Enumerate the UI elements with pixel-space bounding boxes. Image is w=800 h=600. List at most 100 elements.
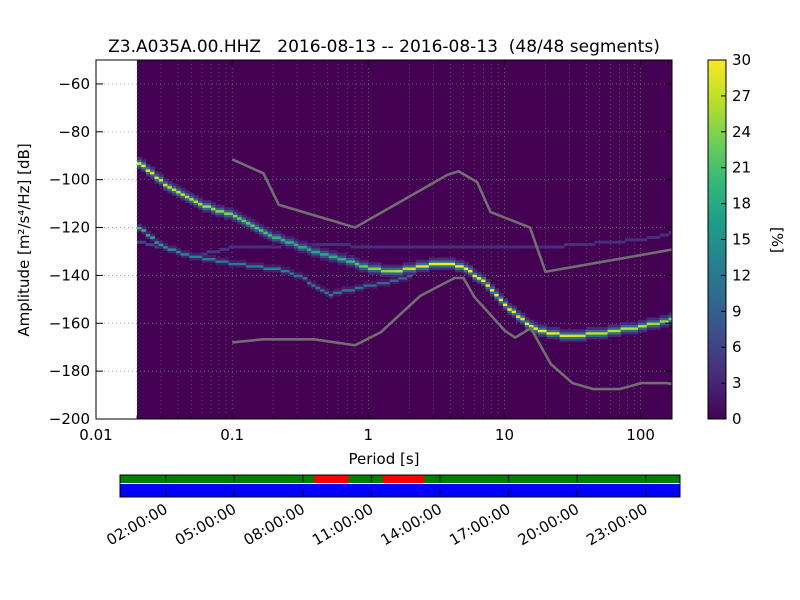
heatmap-cell [646, 317, 652, 321]
heatmap-cell [285, 240, 291, 244]
heatmap-cell [415, 245, 421, 249]
heatmap-cell [276, 240, 282, 244]
heatmap-cell [184, 252, 190, 256]
heatmap-cell [607, 326, 613, 330]
heatmap-cell [206, 204, 212, 208]
heatmap-cell [533, 326, 539, 330]
heatmap-cell [337, 259, 343, 263]
heatmap-cell [341, 257, 347, 261]
heatmap-cell [359, 283, 365, 287]
heatmap-cell [359, 288, 365, 292]
heatmap-cell [319, 255, 325, 259]
heatmap-cell [629, 329, 635, 333]
heatmap-cell [398, 245, 404, 249]
heatmap-cell [202, 257, 208, 261]
heatmap-cell [537, 245, 543, 249]
heatmap-cell [385, 281, 391, 285]
heatmap-cell [289, 271, 295, 275]
heatmap-cell [263, 228, 269, 232]
heatmap-cell [354, 286, 360, 290]
heatmap-cell [402, 262, 408, 266]
heatmap-cell [489, 293, 495, 297]
heatmap-cell [642, 329, 648, 333]
heatmap-cell [537, 324, 543, 328]
heatmap-cell [402, 267, 408, 271]
heatmap-cell [603, 331, 609, 335]
heatmap-cell [511, 245, 517, 249]
heatmap-cell [380, 278, 386, 282]
heatmap-cell [341, 259, 347, 263]
heatmap-cell [315, 247, 321, 251]
heatmap-cell [136, 226, 142, 230]
heatmap-cell [476, 281, 482, 285]
heatmap-cell [150, 166, 156, 170]
y-tick-label: −80 [58, 123, 90, 141]
heatmap-cell [306, 283, 312, 287]
heatmap-cell [319, 252, 325, 256]
heatmap-cell [441, 267, 447, 271]
heatmap-cell [411, 267, 417, 271]
heatmap-cell [520, 245, 526, 249]
heatmap-cell [590, 243, 596, 247]
heatmap-cell [267, 235, 273, 239]
heatmap-cell [502, 305, 508, 309]
heatmap-cell [402, 278, 408, 282]
heatmap-cell [237, 221, 243, 225]
heatmap-cell [398, 278, 404, 282]
heatmap-cell [141, 161, 147, 165]
colorbar-ticks: 0 3 6 9 12 15 18 21 24 27 30 [721, 51, 751, 428]
heatmap-cell [651, 324, 657, 328]
heatmap-cell [398, 269, 404, 273]
heatmap-cell [311, 243, 317, 247]
heatmap-cell [350, 288, 356, 292]
heatmap-cell [263, 264, 269, 268]
heatmap-cell [385, 278, 391, 282]
heatmap-cell [389, 278, 395, 282]
heatmap-cell [550, 326, 556, 330]
heatmap-cell [563, 336, 569, 340]
heatmap-cell [250, 221, 256, 225]
heatmap-cell [215, 250, 221, 254]
heatmap-cell [258, 223, 264, 227]
heatmap-cell [202, 204, 208, 208]
heatmap-cell [167, 180, 173, 184]
heatmap-cell [350, 245, 356, 249]
heatmap-cell [293, 245, 299, 249]
heatmap-cell [481, 281, 487, 285]
heatmap-cell [272, 245, 278, 249]
heatmap-cell [498, 295, 504, 299]
heatmap-cell [241, 219, 247, 223]
heatmap-cell [577, 338, 582, 342]
heatmap-cell [250, 245, 256, 249]
heatmap-cell [228, 216, 234, 220]
heatmap-cell [224, 247, 230, 251]
heatmap-cell [167, 247, 173, 251]
heatmap-cell [655, 324, 661, 328]
heatmap-cell [171, 245, 177, 249]
heatmap-cell [180, 197, 186, 201]
heatmap-cell [141, 159, 147, 163]
heatmap-cell [459, 269, 465, 273]
heatmap-cell [394, 269, 400, 273]
heatmap-cell [158, 183, 164, 187]
heatmap-cell [559, 336, 565, 340]
heatmap-cell [389, 271, 395, 275]
y-tick-label: −180 [49, 362, 90, 380]
heatmap-cell [524, 324, 530, 328]
heatmap-cell [472, 278, 478, 282]
heatmap-cell [646, 326, 652, 330]
y-tick-label: −140 [49, 266, 90, 284]
heatmap-cell [337, 290, 343, 294]
heatmap-cell [415, 269, 421, 273]
heatmap-cell [254, 221, 260, 225]
heatmap-cell [224, 216, 230, 220]
heatmap-cell [616, 324, 622, 328]
heatmap-cell [568, 338, 574, 342]
heatmap-cell [385, 283, 391, 287]
heatmap-cell [319, 288, 325, 292]
x-axis-label: Period [s] [348, 450, 419, 468]
heatmap-cell [328, 243, 334, 247]
heatmap-cell [324, 293, 330, 297]
heatmap-cell [411, 269, 417, 273]
heatmap-cell [372, 271, 378, 275]
